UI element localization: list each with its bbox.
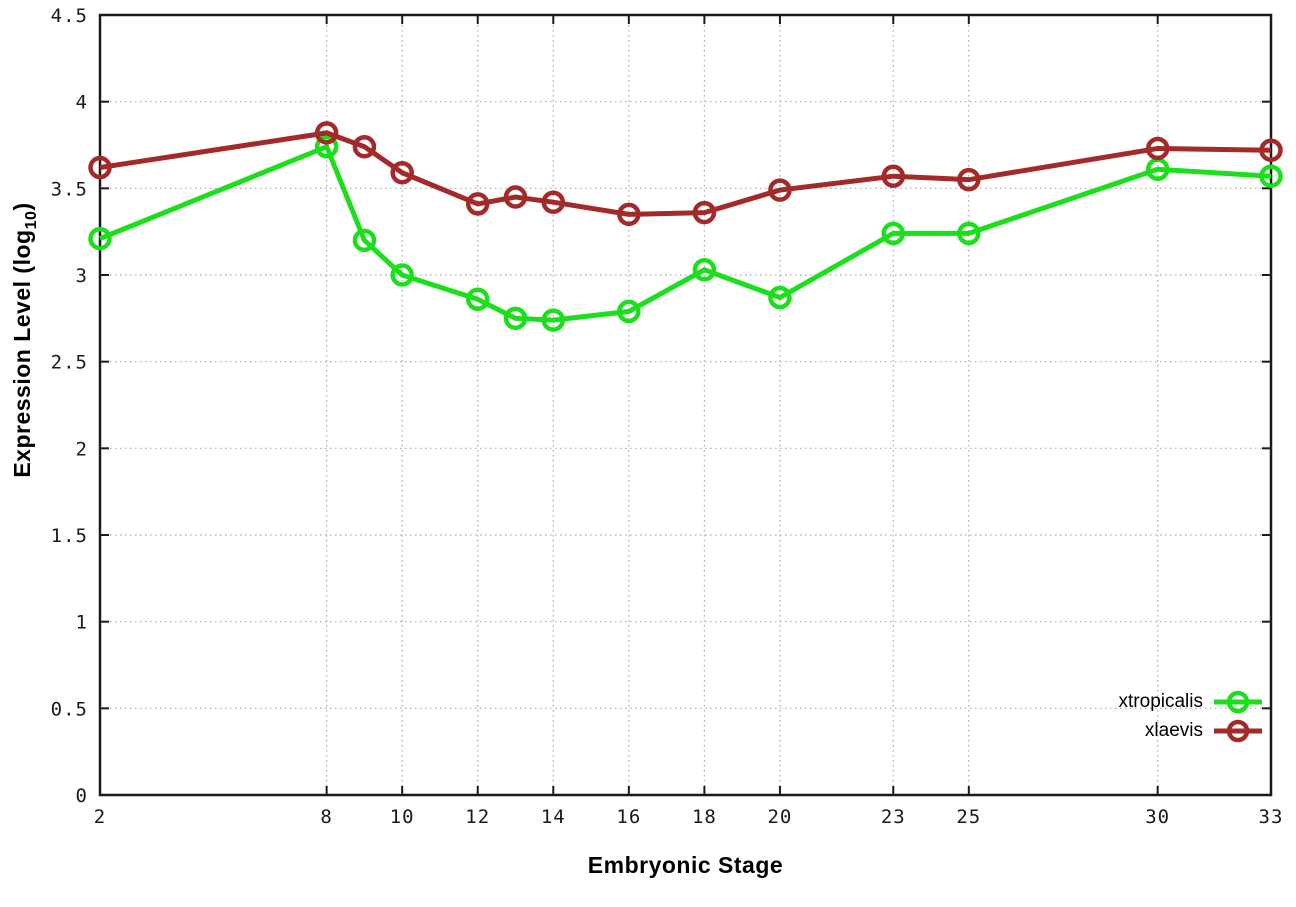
data-point-marker — [352, 228, 377, 253]
y-tick-label: 3.5 — [51, 178, 88, 200]
legend: xtropicalis xlaevis — [1119, 687, 1264, 745]
y-tick-label: 2 — [76, 438, 88, 460]
data-point-marker — [352, 134, 377, 159]
y-tick-label: 2.5 — [51, 352, 88, 374]
y-tick-label: 0 — [76, 785, 88, 807]
y-tick-label: 0.5 — [51, 698, 88, 720]
data-point-marker — [503, 185, 528, 209]
x-tick-label: 33 — [1259, 806, 1284, 828]
data-point-marker — [503, 306, 528, 331]
y-axis-title-text: Expression Level (log — [9, 229, 36, 478]
legend-sample-xtropicalis-icon — [1214, 690, 1262, 713]
data-point-marker — [617, 299, 641, 324]
data-point-marker — [957, 221, 981, 246]
data-point-marker — [390, 263, 414, 287]
data-point-marker — [881, 221, 906, 246]
plot-border — [98, 13, 1273, 797]
data-point-marker — [541, 308, 566, 332]
data-point-marker — [541, 190, 566, 214]
y-tick-label: 4.5 — [51, 5, 88, 27]
data-point-marker — [1259, 138, 1283, 162]
data-point-marker — [692, 258, 717, 282]
legend-item-xlaevis: xlaevis — [1119, 716, 1264, 745]
data-point-marker — [88, 226, 112, 251]
data-point-marker — [314, 121, 339, 145]
x-tick-label: 16 — [616, 806, 641, 828]
data-point-marker — [881, 164, 906, 188]
x-tick-label: 2 — [94, 806, 106, 828]
y-axis-title-suffix: ) — [9, 202, 36, 211]
x-axis-title: Embryonic Stage — [587, 852, 784, 878]
tick-marks — [99, 14, 1272, 796]
data-point-marker — [957, 167, 981, 192]
y-axis-title: Expression Level (log10) — [9, 202, 41, 477]
y-tick-label: 1.5 — [51, 525, 88, 547]
data-point-marker — [314, 134, 339, 159]
data-point-marker — [465, 287, 490, 312]
data-point-marker — [1145, 136, 1170, 161]
data-point-marker — [617, 202, 641, 227]
x-tick-label: 8 — [320, 806, 332, 828]
data-point-marker — [1259, 164, 1283, 188]
y-tick-label: 1 — [76, 612, 88, 634]
legend-item-xtropicalis: xtropicalis — [1119, 687, 1264, 716]
x-tick-label: 18 — [692, 806, 717, 828]
series-line-xlaevis — [99, 130, 1272, 217]
x-tick-label: 30 — [1145, 806, 1170, 828]
data-point-marker — [390, 160, 414, 185]
legend-label-xlaevis: xlaevis — [1144, 719, 1203, 741]
x-tick-label: 23 — [881, 806, 906, 828]
gridlines — [100, 15, 1271, 795]
series-line-xtropicalis — [99, 143, 1272, 323]
x-tick-labels: 2 8 10 12 14 16 18 20 23 25 30 33 — [94, 806, 1284, 828]
x-tick-label: 10 — [390, 806, 415, 828]
x-tick-label: 25 — [956, 806, 981, 828]
data-point-marker — [88, 155, 112, 180]
y-tick-label: 3 — [76, 265, 88, 287]
y-tick-label: 4 — [76, 92, 88, 114]
data-point-marker — [768, 178, 792, 202]
series-xtropicalis — [88, 134, 1283, 332]
x-tick-label: 12 — [465, 806, 490, 828]
x-tick-label: 20 — [767, 806, 792, 828]
x-tick-label: 14 — [541, 806, 566, 828]
data-point-marker — [465, 192, 490, 216]
data-point-marker — [768, 285, 792, 310]
series-xlaevis — [88, 121, 1283, 227]
data-point-marker — [692, 200, 717, 225]
legend-label-xtropicalis: xtropicalis — [1118, 690, 1203, 712]
legend-sample-xlaevis-icon — [1214, 719, 1262, 742]
y-tick-labels: 0 0.5 1 1.5 2 2.5 3 3.5 4 4.5 — [51, 5, 88, 807]
y-axis-title-subscript: 10 — [21, 210, 40, 230]
